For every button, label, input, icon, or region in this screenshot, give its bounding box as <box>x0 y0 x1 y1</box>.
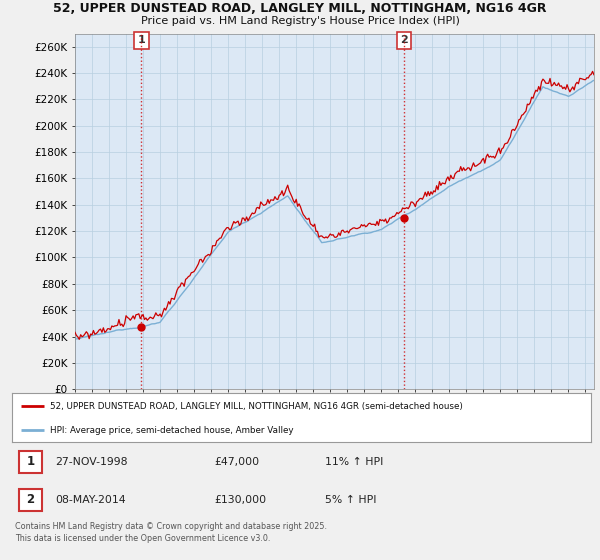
Text: 1: 1 <box>26 455 35 469</box>
Text: £47,000: £47,000 <box>215 457 260 467</box>
Text: 2: 2 <box>400 35 408 45</box>
FancyBboxPatch shape <box>19 489 42 511</box>
Text: 1: 1 <box>137 35 145 45</box>
Text: £130,000: £130,000 <box>215 495 267 505</box>
Text: 2: 2 <box>26 493 35 506</box>
FancyBboxPatch shape <box>19 451 42 473</box>
Text: Contains HM Land Registry data © Crown copyright and database right 2025.
This d: Contains HM Land Registry data © Crown c… <box>15 522 327 543</box>
Text: 11% ↑ HPI: 11% ↑ HPI <box>325 457 383 467</box>
Text: 52, UPPER DUNSTEAD ROAD, LANGLEY MILL, NOTTINGHAM, NG16 4GR: 52, UPPER DUNSTEAD ROAD, LANGLEY MILL, N… <box>53 2 547 15</box>
Text: 08-MAY-2014: 08-MAY-2014 <box>55 495 126 505</box>
Text: 27-NOV-1998: 27-NOV-1998 <box>55 457 128 467</box>
Text: 5% ↑ HPI: 5% ↑ HPI <box>325 495 376 505</box>
Text: HPI: Average price, semi-detached house, Amber Valley: HPI: Average price, semi-detached house,… <box>50 426 293 435</box>
Text: 52, UPPER DUNSTEAD ROAD, LANGLEY MILL, NOTTINGHAM, NG16 4GR (semi-detached house: 52, UPPER DUNSTEAD ROAD, LANGLEY MILL, N… <box>50 402 463 411</box>
Text: Price paid vs. HM Land Registry's House Price Index (HPI): Price paid vs. HM Land Registry's House … <box>140 16 460 26</box>
